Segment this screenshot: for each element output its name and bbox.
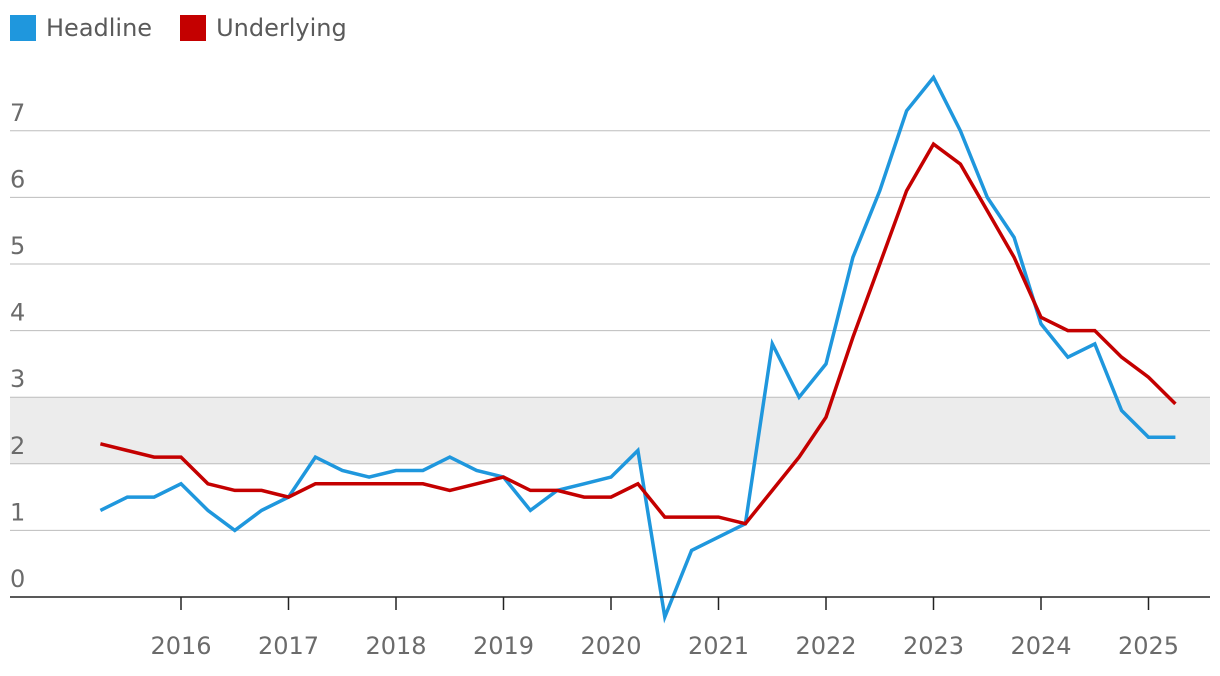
legend-swatch-headline [10, 15, 36, 41]
y-tick-label-5: 5 [10, 232, 25, 260]
x-tick-label-2024: 2024 [1010, 632, 1071, 660]
legend-label-underlying: Underlying [216, 14, 347, 42]
y-tick-label-1: 1 [10, 498, 25, 526]
y-tick-label-0: 0 [10, 565, 25, 593]
x-tick-label-2025: 2025 [1118, 632, 1179, 660]
legend-label-headline: Headline [46, 14, 153, 42]
x-tick-label-2020: 2020 [580, 632, 641, 660]
x-tick-label-2016: 2016 [150, 632, 211, 660]
x-tick-label-2017: 2017 [258, 632, 319, 660]
x-tick-label-2018: 2018 [365, 632, 426, 660]
legend-item-headline: Headline [10, 14, 152, 42]
target-band-layer [10, 397, 1210, 464]
x-tick-label-2019: 2019 [473, 632, 534, 660]
grid-layer: 0 1 2 3 4 5 6 7 [10, 99, 1210, 593]
y-tick-label-7: 7 [10, 99, 25, 127]
target-band [10, 397, 1210, 464]
y-tick-label-6: 6 [10, 165, 25, 193]
x-tick-label-2023: 2023 [903, 632, 964, 660]
series-line-headline [99, 74, 1176, 624]
y-tick-label-4: 4 [10, 299, 25, 327]
x-tick-label-2022: 2022 [795, 632, 856, 660]
series-layer [99, 74, 1177, 624]
series-line-underlying [99, 141, 1177, 526]
legend-item-underlying: Underlying [180, 14, 347, 42]
axis-layer: 2016 2017 2018 2019 2020 2021 2022 2023 2024 2025 [10, 596, 1210, 660]
legend: Headline Underlying [10, 14, 375, 42]
y-tick-label-2: 2 [10, 432, 25, 460]
legend-swatch-underlying [180, 15, 207, 41]
x-tick-label-2021: 2021 [688, 632, 749, 660]
y-tick-label-3: 3 [10, 365, 25, 393]
